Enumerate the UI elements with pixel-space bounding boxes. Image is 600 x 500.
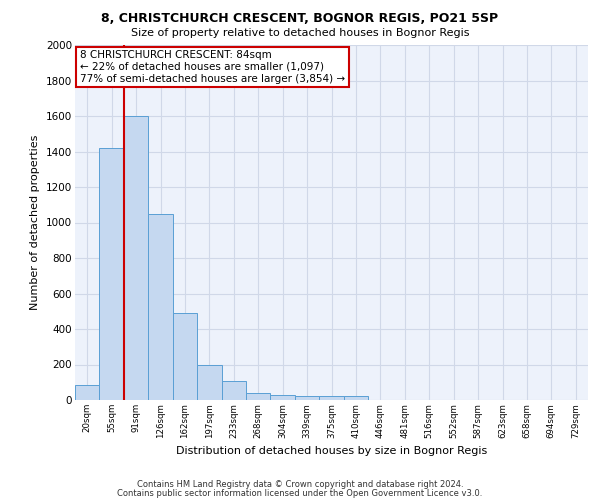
Text: 8 CHRISTCHURCH CRESCENT: 84sqm
← 22% of detached houses are smaller (1,097)
77% : 8 CHRISTCHURCH CRESCENT: 84sqm ← 22% of … (80, 50, 345, 84)
Bar (221, 382, 246, 400)
Bar (295, 396, 319, 400)
Y-axis label: Number of detached properties: Number of detached properties (31, 135, 40, 310)
Bar (100, 148, 124, 400)
Bar (124, 116, 148, 400)
Bar (197, 364, 221, 400)
Text: Contains public sector information licensed under the Open Government Licence v3: Contains public sector information licen… (118, 489, 482, 498)
Bar (271, 394, 295, 400)
Text: Contains HM Land Registry data © Crown copyright and database right 2024.: Contains HM Land Registry data © Crown c… (137, 480, 463, 489)
Text: 8, CHRISTCHURCH CRESCENT, BOGNOR REGIS, PO21 5SP: 8, CHRISTCHURCH CRESCENT, BOGNOR REGIS, … (101, 12, 499, 26)
Bar (319, 396, 344, 400)
X-axis label: Distribution of detached houses by size in Bognor Regis: Distribution of detached houses by size … (176, 446, 487, 456)
Bar (344, 396, 368, 400)
Bar (173, 313, 197, 400)
Text: Size of property relative to detached houses in Bognor Regis: Size of property relative to detached ho… (131, 28, 469, 38)
Bar (246, 393, 271, 400)
Bar (148, 214, 173, 400)
Bar (75, 385, 100, 400)
